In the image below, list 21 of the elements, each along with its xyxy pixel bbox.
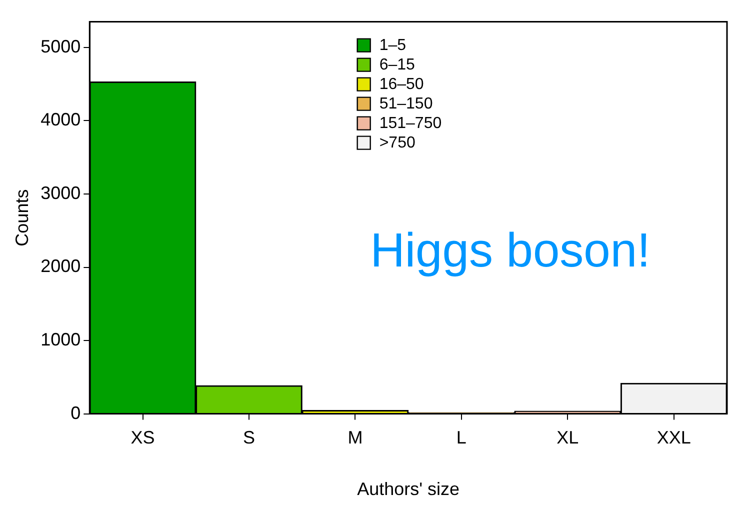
y-tick-label: 4000 — [40, 110, 81, 130]
y-tick-label: 3000 — [40, 182, 81, 203]
legend-label: 151–750 — [379, 115, 442, 132]
y-tick-label: 2000 — [40, 256, 81, 276]
y-axis-title: Counts — [12, 189, 32, 246]
y-tick-label: 1000 — [40, 330, 81, 350]
legend-label: >750 — [379, 134, 416, 152]
x-tick-label: S — [242, 428, 255, 448]
legend-label: 51–150 — [379, 96, 433, 113]
x-tick-label: L — [456, 428, 466, 448]
x-tick-label: XXL — [656, 428, 691, 448]
x-axis-title: Authors' size — [357, 479, 460, 500]
legend-label: 1–5 — [379, 37, 406, 54]
annotation: Higgs boson! — [370, 224, 650, 278]
y-tick-label: 5000 — [40, 36, 81, 56]
x-tick-label: XS — [130, 428, 155, 448]
x-tick-label: XL — [556, 428, 579, 448]
y-tick-label: 0 — [70, 402, 81, 423]
legend-label: 16–50 — [379, 76, 424, 94]
x-tick-label: M — [348, 428, 363, 448]
legend-label: 6–15 — [379, 56, 416, 74]
